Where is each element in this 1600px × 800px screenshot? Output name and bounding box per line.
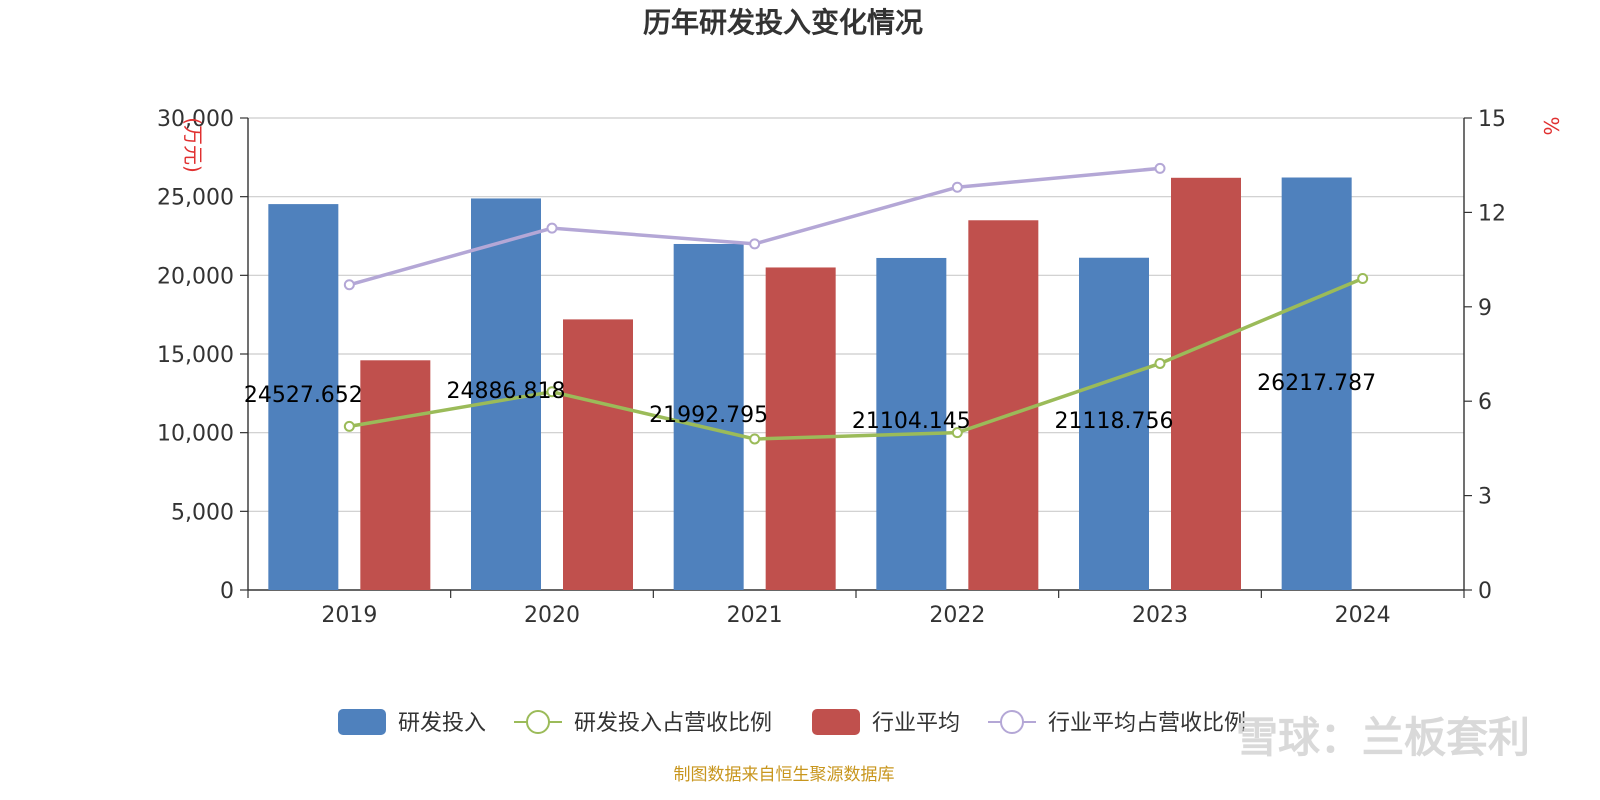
x-tick-label: 2019	[321, 603, 377, 628]
x-tick-label: 2022	[929, 603, 985, 628]
left-axis-unit: (万元)	[181, 117, 205, 173]
bar-data-label: 21104.145	[852, 409, 971, 434]
bar-rd-investment	[1079, 257, 1149, 590]
bar-industry-average	[360, 360, 431, 590]
bar-rd-investment	[876, 257, 947, 590]
x-tick-label: 2023	[1132, 603, 1188, 628]
point-industry-ratio	[749, 238, 761, 250]
point-industry-ratio	[951, 181, 963, 193]
right-y-axis: 0 3 6 9 12 15	[1463, 107, 1506, 604]
legend-rd-investment: 研发投入	[338, 709, 486, 736]
legend-label: 行业平均	[872, 711, 960, 736]
point-rd-ratio	[1154, 357, 1166, 369]
point-rd-ratio	[1357, 272, 1369, 284]
bar-industry-average	[765, 267, 836, 590]
bar-industry-average	[563, 319, 633, 590]
bar-rd-investment	[268, 204, 339, 591]
point-rd-ratio	[343, 420, 355, 432]
line-rd-ratio	[349, 276, 1364, 441]
x-tick-label: 2024	[1335, 603, 1391, 628]
point-rd-ratio	[951, 427, 963, 439]
right-tick-label: 0	[1478, 579, 1492, 604]
left-tick-label: 10,000	[157, 422, 234, 447]
line-industry-ratio	[348, 166, 1161, 287]
legend-bar-swatch	[338, 709, 386, 735]
bar-industry-average	[968, 220, 1039, 590]
x-axis: 2019 2020 2021 2022 2023 2024	[247, 589, 1465, 628]
right-tick-label: 9	[1478, 296, 1492, 321]
legend-industry-ratio: 行业平均占营收比例	[988, 710, 1246, 736]
bar-data-label: 21992.795	[649, 403, 768, 428]
legend-bar-swatch	[812, 709, 860, 735]
data-source-note: 制图数据来自恒生聚源数据库	[674, 765, 895, 785]
point-rd-ratio	[749, 433, 761, 445]
left-tick-label: 0	[220, 579, 234, 604]
right-tick-label: 3	[1478, 485, 1492, 510]
bar-data-label: 26217.787	[1257, 371, 1376, 396]
right-tick-label: 6	[1478, 390, 1492, 415]
bar-series	[268, 177, 1352, 591]
point-industry-ratio	[546, 222, 558, 234]
left-y-axis: 0 5,000 10,000 15,000 20,000 25,000 30,000	[157, 107, 249, 604]
left-tick-label: 20,000	[157, 264, 234, 289]
legend-label: 研发投入占营收比例	[574, 711, 772, 736]
bar-data-label: 21118.756	[1055, 409, 1174, 434]
left-tick-label: 25,000	[157, 186, 234, 211]
watermark: 雪球：兰板套利	[1236, 713, 1530, 762]
bar-data-label: 24886.818	[447, 379, 566, 404]
legend: 研发投入 研发投入占营收比例 行业平均 行业平均占营收比例	[338, 709, 1246, 736]
legend-marker	[526, 710, 550, 734]
left-tick-label: 30,000	[157, 107, 234, 132]
right-axis-unit: %	[1539, 116, 1563, 135]
left-tick-label: 15,000	[157, 343, 234, 368]
bar-rd-investment	[673, 243, 744, 590]
legend-label: 研发投入	[398, 711, 486, 736]
data-labels: 24527.652 24886.818 21992.795 21104.145 2111…	[244, 371, 1376, 434]
legend-marker	[1000, 710, 1024, 734]
right-tick-label: 12	[1478, 201, 1506, 226]
line-series	[343, 162, 1369, 445]
point-industry-ratio	[1154, 162, 1166, 174]
bar-rd-investment	[1281, 177, 1352, 590]
x-tick-label: 2020	[524, 603, 580, 628]
point-rd-ratio	[546, 386, 558, 398]
bar-data-label: 24527.652	[244, 383, 363, 408]
legend-industry-average: 行业平均	[812, 709, 960, 736]
bar-industry-average	[1171, 177, 1241, 590]
x-tick-label: 2021	[727, 603, 783, 628]
grid-lines	[248, 117, 1464, 512]
legend-label: 行业平均占营收比例	[1048, 711, 1246, 736]
left-tick-label: 5,000	[171, 500, 234, 525]
point-industry-ratio	[343, 279, 355, 291]
chart-title: 历年研发投入变化情况	[643, 6, 923, 39]
legend-rd-ratio: 研发投入占营收比例	[514, 710, 772, 736]
right-tick-label: 15	[1478, 107, 1506, 132]
